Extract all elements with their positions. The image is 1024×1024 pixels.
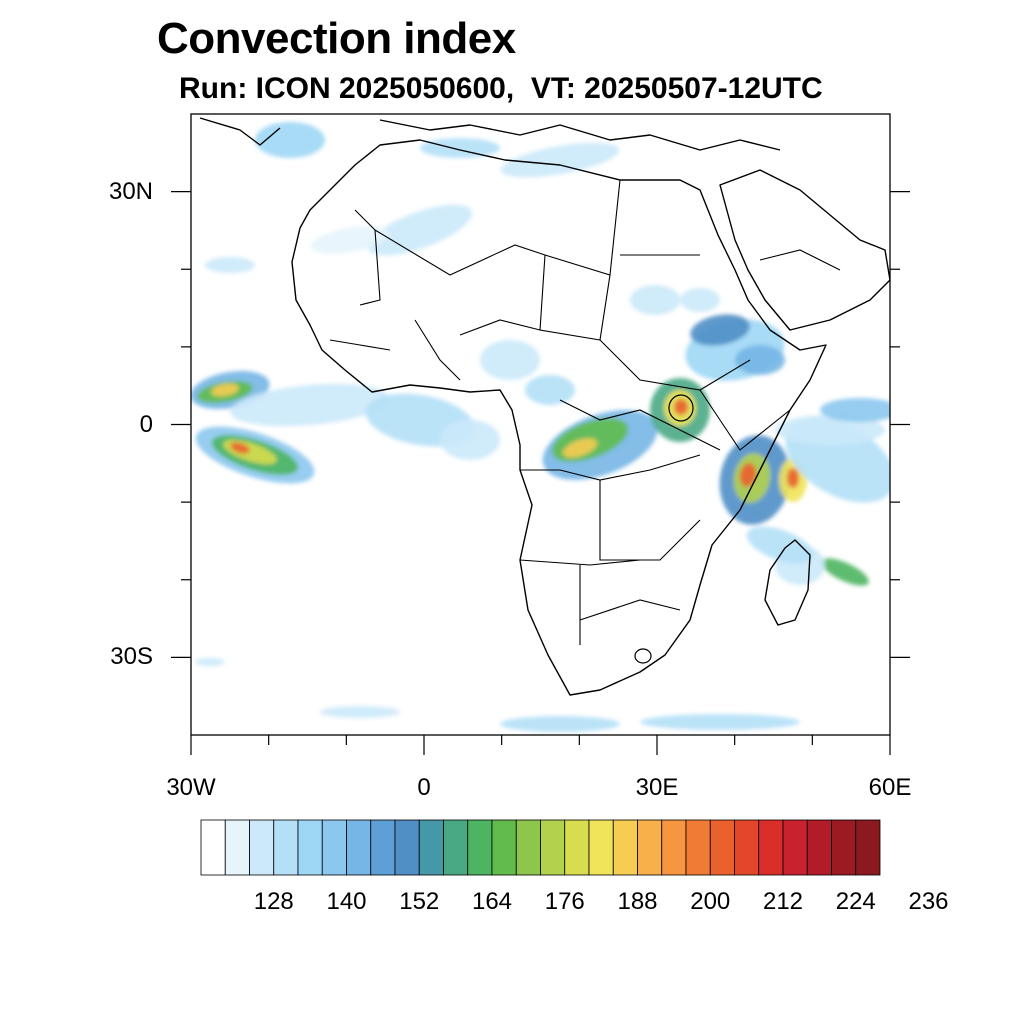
colorbar-swatch <box>346 819 372 876</box>
colorbar-label: 188 <box>617 888 658 915</box>
colorbar-swatch <box>564 819 590 876</box>
convection-cell <box>680 288 720 312</box>
colorbar-swatch <box>321 819 347 876</box>
convection-cell <box>674 399 688 415</box>
convection-cell <box>420 138 500 158</box>
colorbar-swatch <box>758 819 784 876</box>
convection-cell <box>500 142 620 178</box>
colorbar-label: 140 <box>326 888 367 915</box>
country-borders <box>329 179 841 645</box>
colorbar-swatch <box>685 819 711 876</box>
africa-coastline <box>291 139 827 696</box>
convection-cell <box>820 398 890 422</box>
convection-cell <box>690 314 750 346</box>
colorbar-label: 152 <box>399 888 440 915</box>
colorbar-swatch <box>467 819 493 876</box>
convection-cell <box>821 558 869 586</box>
colorbar-swatch <box>709 819 735 876</box>
chart-subtitle: Run: ICON 2025050600, VT: 20250507-12UTC <box>179 72 823 105</box>
convection-cell <box>367 204 473 256</box>
colorbar-swatch <box>491 819 517 876</box>
colorbar-swatch <box>394 819 420 876</box>
lat-label: 30N <box>108 177 153 205</box>
colorbar-swatch <box>661 819 687 876</box>
colorbar-swatch <box>249 819 275 876</box>
colorbar-label: 164 <box>471 888 513 915</box>
colorbar-swatch <box>637 819 663 876</box>
colorbar-label: 128 <box>253 888 294 915</box>
colorbar-swatch <box>612 819 638 876</box>
convection-cell <box>255 122 325 158</box>
colorbar-label: 212 <box>762 888 804 915</box>
colorbar-swatch <box>224 819 250 876</box>
mediterranean-coast <box>379 119 781 151</box>
convection-cell <box>500 716 620 732</box>
convection-cell <box>562 438 598 458</box>
colorbar-swatch <box>418 819 444 876</box>
convection-cell <box>525 375 575 405</box>
convection-cell <box>230 442 250 454</box>
colorbar-swatch <box>273 819 299 876</box>
colorbar-label: 176 <box>544 888 585 915</box>
colorbar-swatch <box>734 819 760 876</box>
convection-cell <box>230 383 390 427</box>
convection-cell <box>735 345 785 375</box>
colorbar <box>200 819 881 876</box>
colorbar-swatch <box>540 819 566 876</box>
convection-cell <box>480 340 540 380</box>
lon-label: 30E <box>635 774 679 801</box>
coastlines <box>199 117 890 696</box>
convection-cell <box>205 257 255 273</box>
colorbar-swatch <box>515 819 541 876</box>
colorbar-swatch <box>855 819 881 876</box>
chart-title: Convection index <box>157 14 516 63</box>
convection-cell <box>739 463 757 487</box>
convection-cell <box>746 526 814 564</box>
lake-outlines <box>634 394 694 664</box>
iberia <box>199 117 281 146</box>
convection-cell <box>310 226 390 254</box>
convection-cell <box>195 658 225 666</box>
colorbar-swatch <box>806 819 832 876</box>
colorbar-label: 200 <box>690 888 731 915</box>
colorbar-swatch <box>200 819 226 876</box>
madagascar <box>764 539 811 626</box>
colorbar-label: 224 <box>835 888 876 915</box>
lon-label: 60E <box>868 774 912 801</box>
colorbar-swatch <box>588 819 614 876</box>
convection-cell <box>640 714 800 730</box>
lat-label: 30S <box>110 643 153 671</box>
colorbar-swatch <box>297 819 323 876</box>
lat-label: 0 <box>139 410 153 438</box>
lon-label: 30W <box>166 774 216 801</box>
colorbar-swatch <box>831 819 857 876</box>
convection-field <box>191 122 890 732</box>
convection-cell <box>211 383 239 397</box>
colorbar-label: 236 <box>908 888 949 915</box>
lon-label: 0 <box>417 774 431 801</box>
axis-ticks <box>171 191 910 755</box>
arabian-peninsula <box>719 169 890 331</box>
convection-cell <box>775 415 885 445</box>
colorbar-swatch <box>370 819 396 876</box>
convection-cell <box>320 706 400 718</box>
convection-cell <box>630 285 680 315</box>
colorbar-swatch <box>782 819 808 876</box>
convection-cell <box>787 468 799 488</box>
colorbar-swatch <box>443 819 469 876</box>
convection-cell <box>440 420 500 460</box>
